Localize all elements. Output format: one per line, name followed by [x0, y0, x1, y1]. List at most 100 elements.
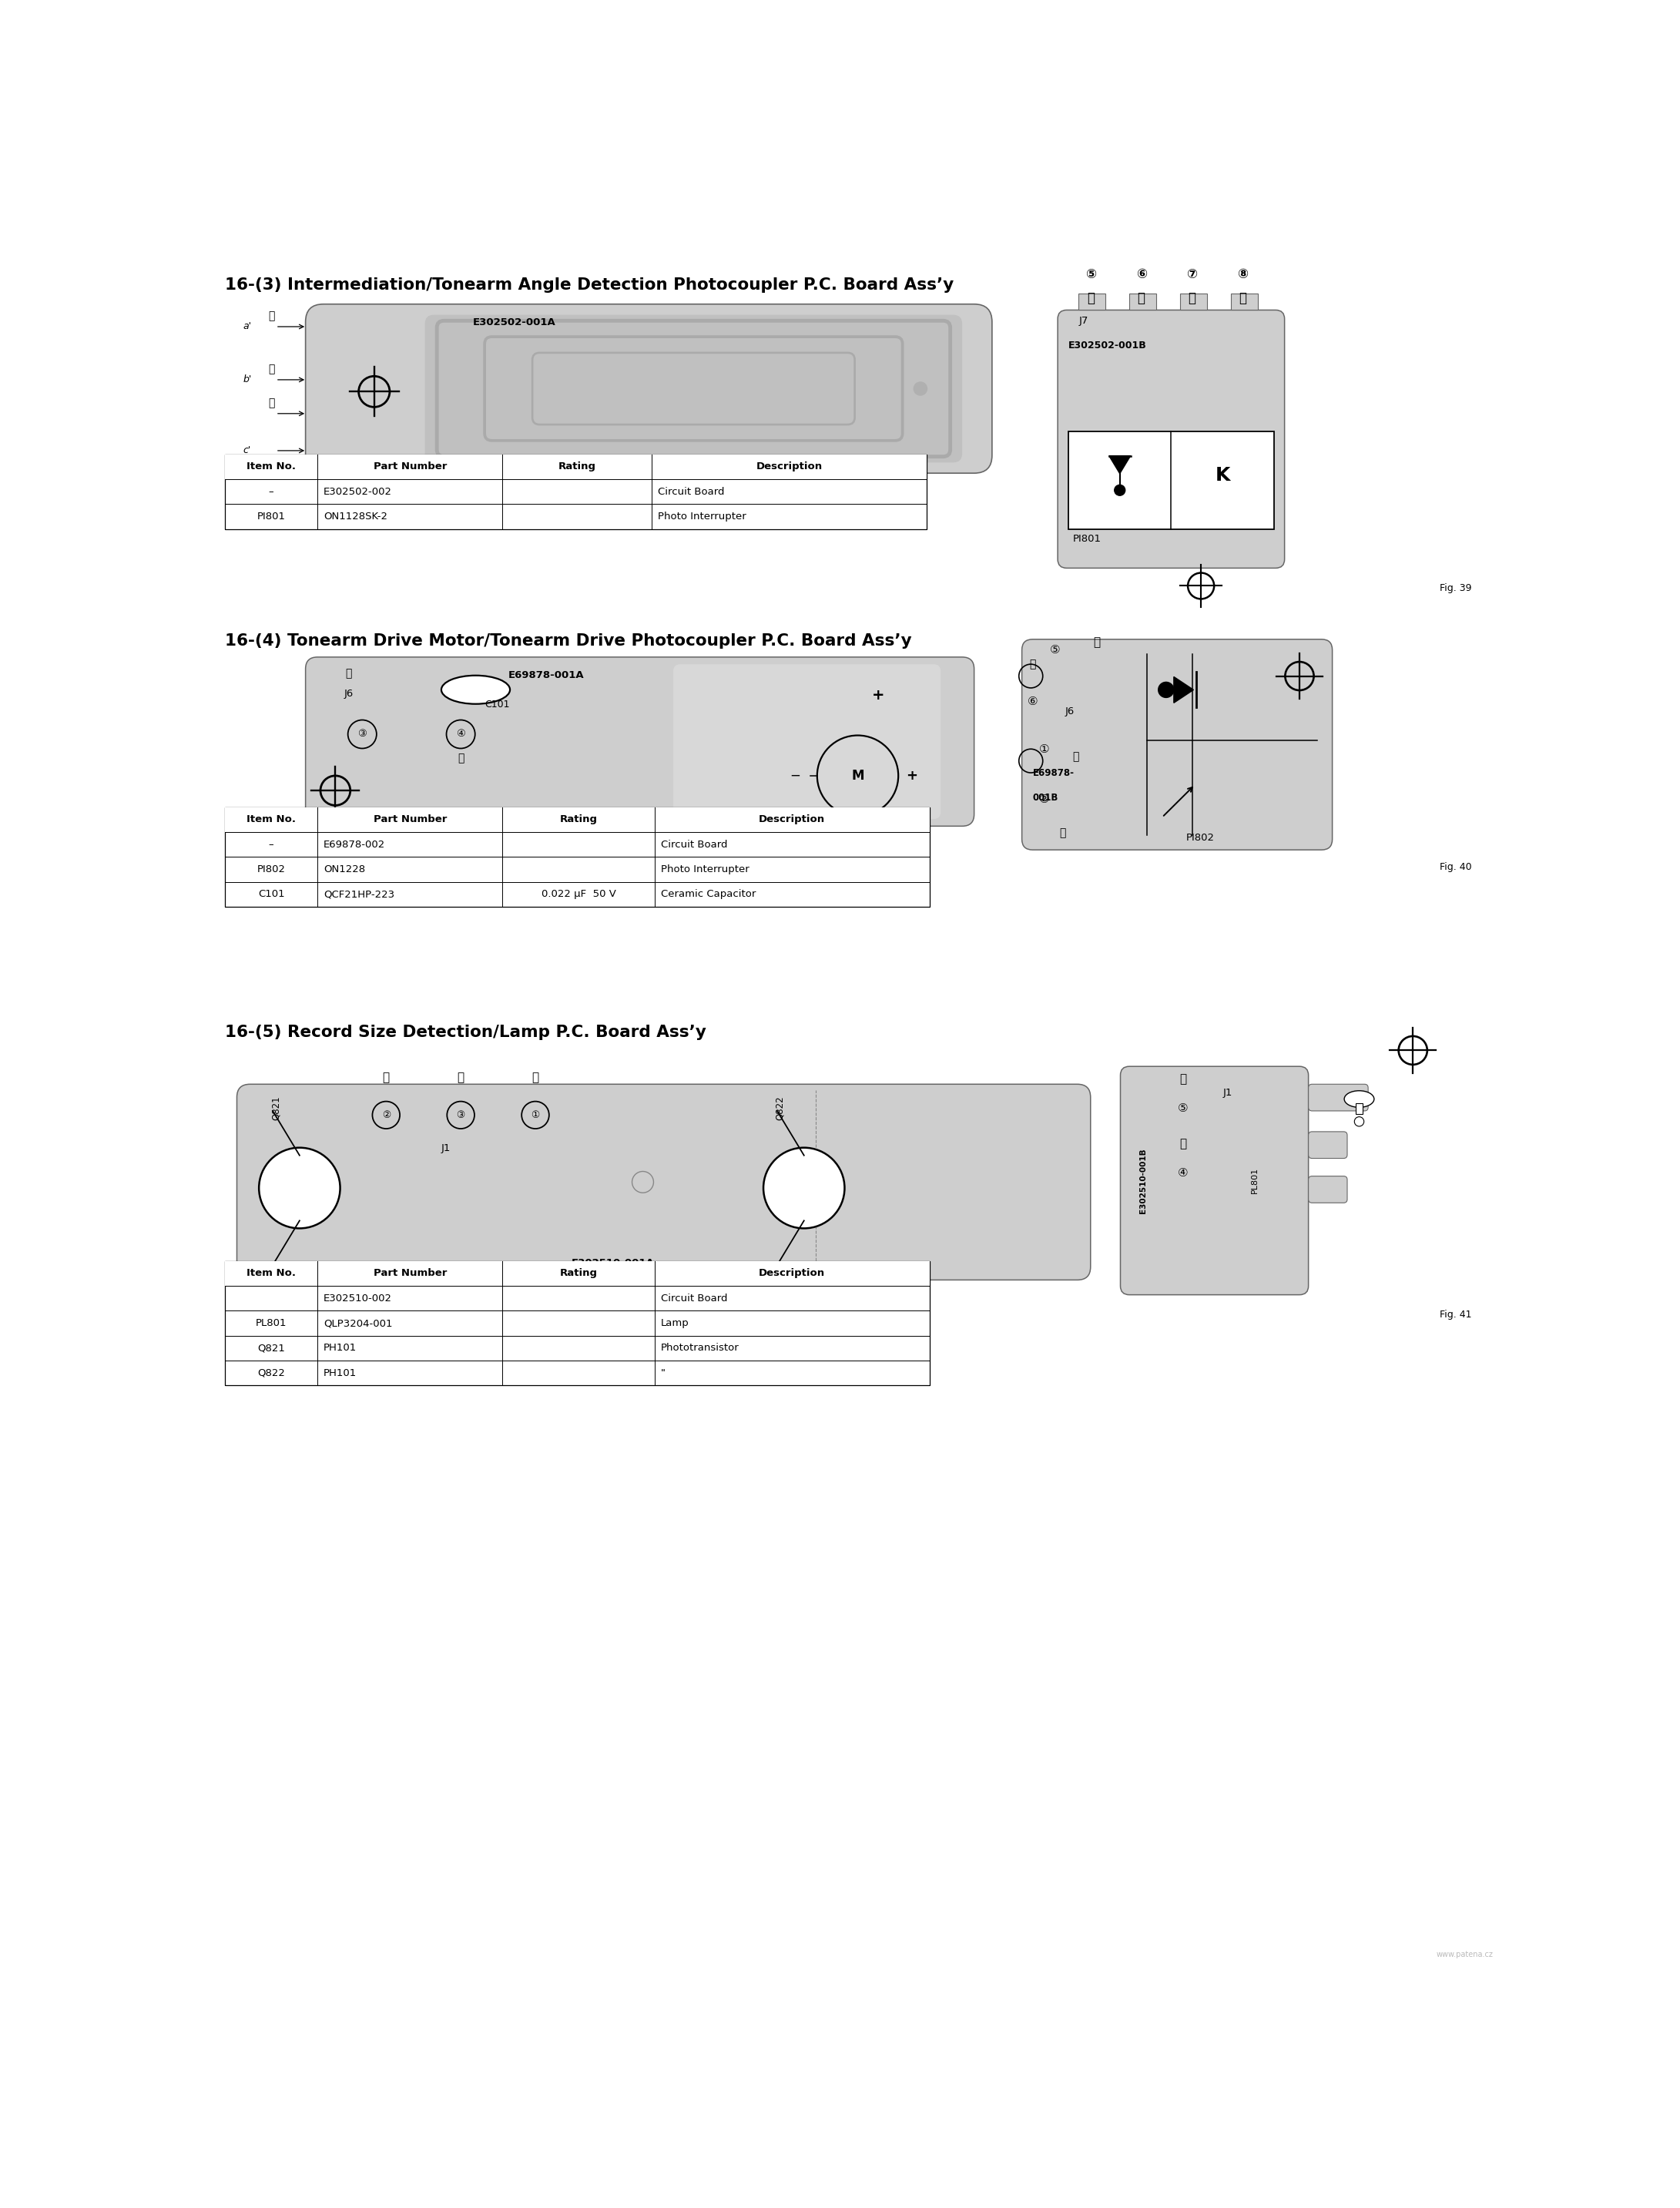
Bar: [1231, 294, 1258, 309]
Text: 茶: 茶: [1072, 751, 1079, 762]
Text: E69878-: E69878-: [1033, 768, 1074, 777]
Text: J6: J6: [1065, 707, 1075, 718]
Text: C101: C101: [257, 890, 284, 899]
Text: E302510-001B: E302510-001B: [1139, 1148, 1147, 1212]
Text: ②: ②: [381, 1111, 390, 1119]
Text: 黄: 黄: [457, 753, 464, 764]
Text: ③: ③: [358, 729, 366, 740]
Text: Photo Interrupter: Photo Interrupter: [660, 866, 749, 874]
Text: QCF21HP-223: QCF21HP-223: [324, 890, 395, 899]
Ellipse shape: [1344, 1091, 1374, 1108]
Text: ⑧: ⑧: [1238, 267, 1248, 280]
FancyBboxPatch shape: [1309, 1084, 1368, 1111]
Text: ": ": [660, 1369, 665, 1378]
Text: Rating: Rating: [559, 815, 598, 824]
Text: Fig. 40: Fig. 40: [1440, 861, 1472, 872]
FancyBboxPatch shape: [1309, 1133, 1347, 1159]
Bar: [225, 1261, 929, 1387]
Text: ①: ①: [531, 1111, 539, 1119]
Text: ⑤: ⑤: [1050, 645, 1060, 656]
Text: Item No.: Item No.: [247, 1267, 296, 1278]
Text: +: +: [906, 768, 917, 782]
Text: c': c': [244, 446, 250, 455]
Bar: [225, 455, 926, 530]
Text: Q821: Q821: [257, 1342, 286, 1354]
Text: ⑤: ⑤: [1178, 1102, 1188, 1113]
Text: ⑦: ⑦: [1186, 267, 1198, 280]
Text: E69878-001A: E69878-001A: [509, 669, 585, 680]
Text: 16-(3) Intermediation/Tonearm Angle Detection Photocoupler P.C. Board Ass’y: 16-(3) Intermediation/Tonearm Angle Dete…: [225, 278, 954, 294]
Text: b': b': [244, 375, 252, 384]
Text: PH101: PH101: [324, 1342, 356, 1354]
Text: Photo Interrupter: Photo Interrupter: [659, 512, 746, 521]
Text: 赤: 赤: [1060, 828, 1065, 839]
Text: 橙: 橙: [346, 669, 351, 680]
Text: ①: ①: [1040, 744, 1050, 755]
Text: Part Number: Part Number: [373, 815, 447, 824]
Bar: [1068, 431, 1273, 530]
Text: 橙: 橙: [269, 364, 276, 375]
Text: 緑: 緑: [1179, 1073, 1186, 1084]
Text: PL801: PL801: [1252, 1168, 1258, 1195]
Bar: [1356, 1104, 1362, 1113]
Text: 橙: 橙: [457, 1071, 464, 1082]
Text: 黄: 黄: [1179, 1137, 1186, 1150]
Text: J7: J7: [1079, 316, 1089, 327]
Ellipse shape: [442, 676, 511, 704]
Circle shape: [259, 1148, 339, 1228]
Circle shape: [1158, 682, 1174, 698]
Text: Part Number: Part Number: [373, 461, 447, 473]
Text: ③: ③: [457, 1111, 465, 1119]
Text: 赤: 赤: [383, 1071, 390, 1082]
Text: Circuit Board: Circuit Board: [660, 1294, 727, 1303]
Text: E302502-002: E302502-002: [324, 486, 391, 497]
Text: 16-(4) Tonearm Drive Motor/Tonearm Drive Photocoupler P.C. Board Ass’y: 16-(4) Tonearm Drive Motor/Tonearm Drive…: [225, 634, 912, 649]
Text: –: –: [269, 486, 274, 497]
Text: 青: 青: [1137, 291, 1146, 305]
Text: ②: ②: [1040, 793, 1050, 806]
Text: PI802: PI802: [257, 866, 286, 874]
Text: QLP3204-001: QLP3204-001: [324, 1318, 393, 1329]
Text: Rating: Rating: [559, 1267, 598, 1278]
Text: K: K: [1215, 466, 1230, 486]
Text: Item No.: Item No.: [247, 461, 296, 473]
Text: J1: J1: [1223, 1089, 1233, 1097]
Text: a': a': [244, 322, 252, 331]
Polygon shape: [1109, 455, 1131, 473]
Text: ④: ④: [1178, 1168, 1188, 1179]
FancyBboxPatch shape: [306, 305, 991, 473]
Text: Circuit Board: Circuit Board: [659, 486, 724, 497]
Text: Description: Description: [759, 815, 825, 824]
Text: Q822: Q822: [774, 1095, 785, 1119]
Text: M: M: [852, 768, 864, 782]
Bar: [225, 808, 929, 832]
FancyBboxPatch shape: [1121, 1066, 1309, 1294]
Text: Part Number: Part Number: [373, 1267, 447, 1278]
Text: +: +: [872, 689, 885, 702]
Text: PH101: PH101: [324, 1369, 356, 1378]
Text: PI801: PI801: [1072, 534, 1100, 545]
Text: Phototransistor: Phototransistor: [660, 1342, 739, 1354]
FancyBboxPatch shape: [237, 1084, 1090, 1281]
Bar: [1079, 294, 1105, 309]
Bar: [1129, 294, 1156, 309]
Text: ④: ④: [457, 729, 465, 740]
Text: E302510-001A: E302510-001A: [571, 1259, 654, 1267]
Text: E69878-002: E69878-002: [324, 839, 385, 850]
Circle shape: [763, 1148, 845, 1228]
Text: PL801: PL801: [255, 1318, 287, 1329]
Text: Description: Description: [759, 1267, 825, 1278]
Text: Description: Description: [756, 461, 822, 473]
Text: 緑: 緑: [1087, 291, 1094, 305]
FancyBboxPatch shape: [425, 316, 963, 461]
Text: Lamp: Lamp: [660, 1318, 689, 1329]
FancyBboxPatch shape: [1021, 640, 1332, 850]
Text: Fig. 41: Fig. 41: [1440, 1309, 1472, 1320]
Bar: [225, 455, 926, 479]
Circle shape: [914, 382, 927, 395]
Text: Rating: Rating: [558, 461, 596, 473]
Text: ⑥: ⑥: [1136, 267, 1147, 280]
Text: J1: J1: [442, 1144, 450, 1153]
FancyBboxPatch shape: [674, 665, 941, 819]
Text: www.patena.cz: www.patena.cz: [1436, 1950, 1494, 1958]
